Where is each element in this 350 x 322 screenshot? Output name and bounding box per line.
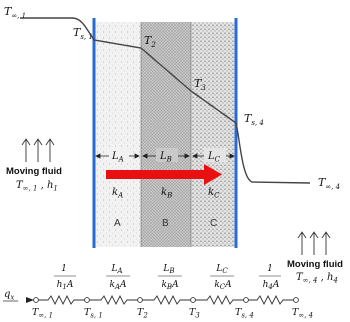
resistance-conv-1-num: 1 xyxy=(61,264,67,274)
layer-a xyxy=(94,22,141,247)
temperature-profile xyxy=(20,17,311,184)
layer-a-conductivity: kA xyxy=(112,187,123,200)
resistance-cond-a-num: LA xyxy=(110,264,122,275)
circuit-node xyxy=(137,297,143,303)
left-fluid-properties: T∞, 1 , h1 xyxy=(16,180,58,193)
resistance-conv-1-den: h1A xyxy=(57,280,74,291)
layer-c xyxy=(191,22,236,247)
resistance-cond-b-den: kBA xyxy=(161,280,179,291)
t2-label: T2 xyxy=(144,34,156,49)
right-fluid-properties: T∞, 4 , h4 xyxy=(296,272,338,285)
node-label-t-inf1: T∞, 1 xyxy=(32,307,53,320)
resistance-cond-b-num: LB xyxy=(162,264,174,275)
heat-rate-arrow-icon xyxy=(26,297,34,303)
resistance-cond-c-num: LC xyxy=(215,264,228,275)
t3-label: T3 xyxy=(194,77,206,92)
layer-c-name: C xyxy=(210,218,217,229)
resistance-conv-4-num: 1 xyxy=(267,264,273,274)
resistance-cond-c-den: kCA xyxy=(214,280,232,291)
ts1-label: Ts, 1 xyxy=(73,26,93,41)
layer-b xyxy=(141,22,191,247)
circuit-node xyxy=(190,297,196,303)
layer-b-conductivity: kB xyxy=(161,187,172,200)
node-label-t3: T3 xyxy=(189,307,200,320)
left-fluid-arrows-icon xyxy=(21,138,55,162)
layer-c-thickness: LC xyxy=(207,151,221,164)
circuit-node xyxy=(243,297,249,303)
heat-rate-label: qx xyxy=(4,289,14,302)
layer-b-thickness: LB xyxy=(159,151,172,164)
layer-b-name: B xyxy=(162,218,169,229)
t-inf4-label: T∞, 4 xyxy=(318,176,340,191)
node-label-t-inf4: T∞, 4 xyxy=(292,307,313,320)
resistance-cond-a-den: kAA xyxy=(109,280,127,291)
thermal-circuit: qx 1 h1A LA kAA LB kBA LC kCA 1 h4A T∞, … xyxy=(3,264,313,320)
node-label-ts1: Ts, 1 xyxy=(84,307,103,320)
ts4-label: Ts, 4 xyxy=(244,112,264,127)
left-fluid-title: Moving fluid xyxy=(6,166,62,177)
layer-a-thickness: LA xyxy=(111,151,124,164)
circuit-wire xyxy=(34,294,294,306)
node-label-t2: T2 xyxy=(137,307,148,320)
layer-a-name: A xyxy=(114,218,121,229)
right-fluid-title: Moving fluid xyxy=(287,259,343,270)
right-fluid-arrows-icon xyxy=(297,231,331,255)
circuit-node xyxy=(33,297,39,303)
t-inf1-label: T∞, 1 xyxy=(4,5,26,20)
heat-flow-arrow xyxy=(106,164,222,185)
circuit-node xyxy=(293,297,299,303)
node-label-ts4: Ts, 4 xyxy=(235,307,254,320)
layer-c-conductivity: kC xyxy=(208,187,220,200)
resistance-conv-4-den: h4A xyxy=(263,280,280,291)
circuit-node xyxy=(84,297,90,303)
